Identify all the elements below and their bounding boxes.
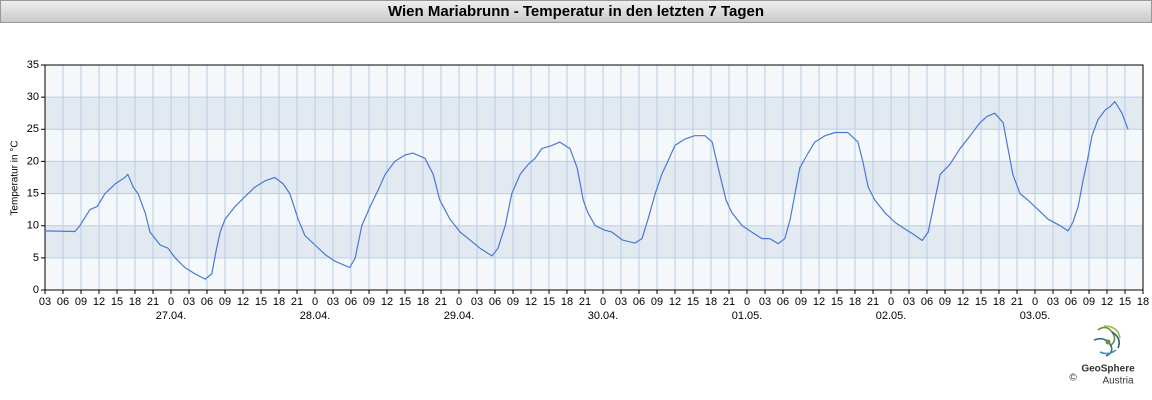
x-tick-label: 18 <box>129 296 141 308</box>
grid-band <box>45 65 1143 98</box>
x-tick-label: 12 <box>957 296 969 308</box>
x-tick-label: 21 <box>723 296 735 308</box>
x-tick-label: 12 <box>525 296 537 308</box>
x-tick-label: 18 <box>561 296 573 308</box>
x-tick-label: 12 <box>237 296 249 308</box>
x-tick-label: 06 <box>921 296 933 308</box>
x-tick-label: 03 <box>615 296 627 308</box>
date-label: 02.05. <box>876 310 907 322</box>
date-label: 30.04. <box>588 310 619 322</box>
x-tick-label: 18 <box>993 296 1005 308</box>
plot-area: 03 06 09 12 15 18 21 0 03 06 09 12 15 18 21 0 03 06 09 12 15… <box>27 59 1149 322</box>
x-tick-label: 0 <box>888 296 894 308</box>
x-tick-label: 03 <box>183 296 195 308</box>
date-label: 01.05. <box>732 310 763 322</box>
y-tick-label: 25 <box>27 123 39 135</box>
date-label: 28.04. <box>300 310 331 322</box>
x-tick-label: 09 <box>219 296 231 308</box>
x-tick-label: 03 <box>759 296 771 308</box>
logo-icon <box>1093 325 1121 357</box>
x-tick-label: 0 <box>456 296 462 308</box>
x-tick-label: 15 <box>255 296 267 308</box>
x-tick-label: 06 <box>345 296 357 308</box>
x-tick-label: 09 <box>651 296 663 308</box>
x-tick-label: 15 <box>399 296 411 308</box>
x-tick-label: 09 <box>75 296 87 308</box>
x-tick-label: 15 <box>975 296 987 308</box>
x-tick-label: 21 <box>147 296 159 308</box>
x-tick-label: 21 <box>579 296 591 308</box>
grid-band <box>45 129 1143 162</box>
grid-band <box>45 161 1143 194</box>
x-tick-label: 09 <box>363 296 375 308</box>
temperature-line <box>44 101 1129 280</box>
x-tick-label: 09 <box>795 296 807 308</box>
x-tick-label: 15 <box>687 296 699 308</box>
x-tick-label: 03 <box>1047 296 1059 308</box>
x-tick-label: 21 <box>1011 296 1023 308</box>
x-tick-label: 06 <box>1065 296 1077 308</box>
x-tick-label: 06 <box>201 296 213 308</box>
x-tick-label: 09 <box>1083 296 1095 308</box>
x-tick-label: 0 <box>312 296 318 308</box>
y-tick-label: 0 <box>33 284 39 296</box>
x-tick-label: 06 <box>777 296 789 308</box>
y-tick-label: 35 <box>27 59 39 71</box>
grid-band <box>45 225 1143 258</box>
x-tick-label: 21 <box>867 296 879 308</box>
y-axis-label: Temperatur in °C <box>10 140 21 215</box>
x-tick-label: 12 <box>669 296 681 308</box>
x-tick-label: 03 <box>39 296 51 308</box>
chart-title: Wien Mariabrunn - Temperatur in den letz… <box>388 3 764 20</box>
grid-band <box>45 97 1143 130</box>
x-tick-label: 12 <box>813 296 825 308</box>
logo: GeoSphere Austria © <box>1069 325 1135 387</box>
x-tick-label: 18 <box>1137 296 1149 308</box>
x-tick-label: 12 <box>93 296 105 308</box>
x-tick-label: 15 <box>831 296 843 308</box>
y-tick-label: 15 <box>27 187 39 199</box>
copyright: © <box>1069 373 1077 384</box>
grid-band <box>45 193 1143 226</box>
date-label: 03.05. <box>1020 310 1051 322</box>
x-tick-label: 09 <box>507 296 519 308</box>
x-tick-label: 15 <box>111 296 123 308</box>
x-tick-label: 03 <box>327 296 339 308</box>
x-tick-label: 03 <box>471 296 483 308</box>
x-tick-label: 18 <box>273 296 285 308</box>
x-tick-label: 09 <box>939 296 951 308</box>
x-tick-label: 18 <box>417 296 429 308</box>
x-tick-label: 06 <box>489 296 501 308</box>
logo-sub: Austria <box>1102 376 1134 387</box>
x-tick-label: 12 <box>1101 296 1113 308</box>
y-tick-label: 5 <box>33 252 39 264</box>
y-tick-label: 20 <box>27 155 39 167</box>
y-tick-label: 30 <box>27 91 39 103</box>
x-tick-label: 0 <box>168 296 174 308</box>
x-tick-label: 06 <box>633 296 645 308</box>
grid-band <box>45 257 1143 290</box>
x-tick-label: 21 <box>291 296 303 308</box>
x-tick-label: 0 <box>600 296 606 308</box>
logo-name: GeoSphere <box>1081 364 1135 375</box>
x-tick-label: 12 <box>381 296 393 308</box>
x-tick-label: 0 <box>744 296 750 308</box>
x-tick-label: 0 <box>1032 296 1038 308</box>
x-tick-label: 15 <box>1119 296 1131 308</box>
x-tick-label: 18 <box>849 296 861 308</box>
x-tick-label: 15 <box>543 296 555 308</box>
x-tick-label: 06 <box>57 296 69 308</box>
date-label: 27.04. <box>156 310 187 322</box>
y-tick-label: 10 <box>27 220 39 232</box>
x-tick-label: 18 <box>705 296 717 308</box>
date-label: 29.04. <box>444 310 475 322</box>
plot-frame <box>44 64 1144 291</box>
x-tick-label: 21 <box>435 296 447 308</box>
x-tick-label: 03 <box>903 296 915 308</box>
